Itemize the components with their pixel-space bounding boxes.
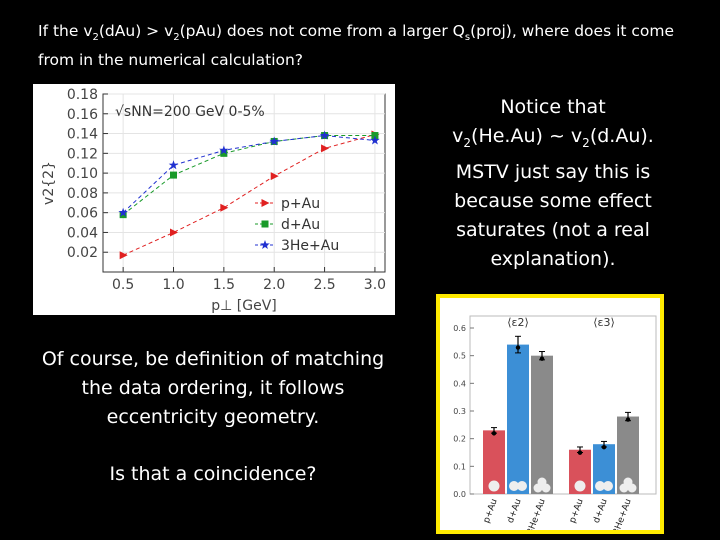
plot-annotation: √sNN=200 GeV 0-5% <box>115 104 265 120</box>
data-point <box>118 207 128 217</box>
y-tick-label: 0.12 <box>67 146 98 162</box>
series-line <box>122 134 376 256</box>
bar <box>617 416 639 494</box>
legend-label: 3He+Au <box>281 238 339 254</box>
y-tick-label: 0.04 <box>67 225 98 241</box>
legend-label: d+Au <box>281 217 320 233</box>
x-tick-label: 0.5 <box>112 277 134 293</box>
category-label: p+Au <box>482 498 500 525</box>
nucleus-icon <box>517 481 527 491</box>
y-tick-label: 0.4 <box>453 379 466 388</box>
nucleus-icon <box>488 480 500 492</box>
bar <box>483 430 505 494</box>
nucleus-icon <box>509 481 519 491</box>
category-label: 3He+Au <box>612 498 634 530</box>
bar-marker <box>577 450 583 455</box>
nucleus-icon <box>595 481 605 491</box>
x-axis-label: p⊥ [GeV] <box>211 298 277 314</box>
data-point <box>119 251 128 260</box>
nucleus-icon <box>574 480 586 492</box>
nucleus-icon <box>603 481 613 491</box>
data-point <box>371 132 379 140</box>
bar-marker <box>515 345 521 350</box>
category-label: d+Au <box>592 498 610 525</box>
y-tick-label: 0.10 <box>67 166 98 182</box>
legend-marker <box>261 199 270 207</box>
y-tick-label: 0.18 <box>67 87 98 103</box>
data-point <box>220 203 229 212</box>
y-tick-label: 0.2 <box>453 435 466 444</box>
y-tick-label: 0.6 <box>453 324 466 333</box>
nucleus-icon <box>623 477 633 487</box>
data-point <box>319 130 330 140</box>
bar-marker <box>625 417 631 422</box>
v2-chart-svg: 0.02 0.04 0.06 0.08 0.10 0.12 0.14 0.16 0.18 0.5 1… <box>41 87 386 314</box>
x-tick-label: 1.5 <box>213 277 235 293</box>
bar <box>531 355 553 494</box>
series-3he-au: 3He+Au <box>118 130 380 254</box>
plot-frame <box>102 93 386 273</box>
legend-marker <box>261 220 269 228</box>
nucleus-icon <box>537 477 547 487</box>
y-tick-label: 0.0 <box>453 490 466 499</box>
series-p-au: p+Au <box>119 130 380 260</box>
course-text: Of course, be definition of matching the… <box>41 348 385 428</box>
data-point <box>370 135 380 145</box>
bar-group-1: ⟨ε3⟩ p+Au d+Au 3He+Au <box>568 316 639 536</box>
series-line <box>122 135 375 214</box>
eccentricity-chart-svg: 0.00.10.20.30.40.50.6 ⟨ε2⟩p+Au d+Au 3He+Au⟨… <box>453 315 657 536</box>
x-tick-label: 2.5 <box>313 277 335 293</box>
bar-marker <box>601 445 607 450</box>
legend-marker <box>260 240 270 249</box>
v2-vs-pt-plot: 0.02 0.04 0.06 0.08 0.10 0.12 0.14 0.16 0.18 0.5 1… <box>33 84 395 315</box>
data-point <box>270 172 279 181</box>
group-label: ⟨ε3⟩ <box>593 316 615 329</box>
y-axis-label: v2{2} <box>41 161 57 205</box>
bar <box>569 449 591 494</box>
data-point <box>219 145 229 155</box>
bar-marker <box>539 356 545 361</box>
group-label: ⟨ε2⟩ <box>507 316 529 329</box>
x-tick-label: 1.0 <box>162 277 184 293</box>
y-tick-label: 0.5 <box>453 352 466 361</box>
notice-text: Notice that v2(He.Au) ~ v2(d.Au). MSTV jus… <box>452 96 654 270</box>
legend-label: p+Au <box>281 196 320 212</box>
data-point <box>321 144 330 153</box>
bar <box>507 344 529 494</box>
x-tick-label: 2.0 <box>263 277 285 293</box>
slide-title: If the v2(dAu) > v2(pAu) does not come f… <box>38 22 675 70</box>
y-tick-label: 0.16 <box>67 107 98 123</box>
y-tick-label: 0.1 <box>453 462 466 471</box>
eccentricity-bar-plot: 0.0 0.1 0.2 0.3 0.4 0.5 0.6 ⟨ε2⟩ p+Au d+Au 3He+Au ⟨… <box>436 294 664 536</box>
y-tick-label: 0.08 <box>67 186 98 202</box>
data-point <box>168 160 179 170</box>
y-tick-label: 0.14 <box>67 127 98 143</box>
data-point <box>170 228 178 237</box>
category-label: p+Au <box>568 498 586 525</box>
bar-marker <box>491 431 497 436</box>
y-tick-label: 0.06 <box>67 206 98 222</box>
x-tick-label: 3.0 <box>364 277 386 293</box>
y-tick-label: 0.3 <box>453 407 466 416</box>
data-point <box>269 136 279 146</box>
coincidence-text: Is that a coincidence? <box>109 463 317 485</box>
data-point <box>220 149 228 157</box>
category-label: d+Au <box>506 498 524 525</box>
y-tick-label: 0.02 <box>67 245 98 261</box>
data-point <box>170 171 177 179</box>
bar-group-0: ⟨ε2⟩ p+Au d+Au 3He+Au <box>482 316 553 536</box>
category-label: 3He+Au <box>526 498 548 530</box>
